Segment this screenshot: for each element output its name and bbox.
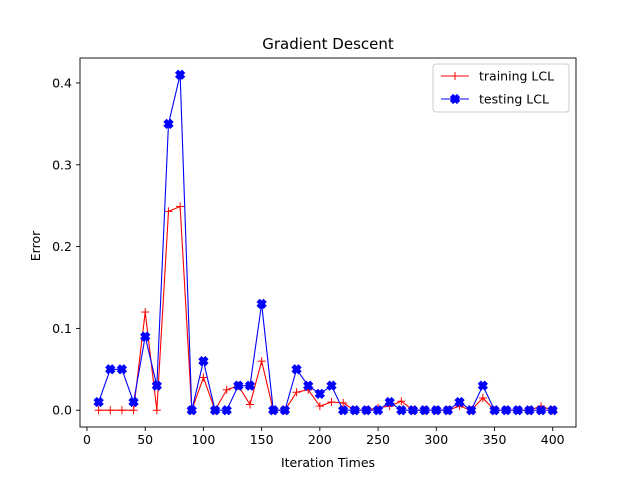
legend-entry: training LCL (441, 69, 554, 84)
data-point-plus (315, 402, 324, 411)
data-point-plus (451, 72, 459, 80)
y-tick-label: 0.1 (52, 321, 72, 336)
y-tick-label: 0.2 (52, 239, 72, 254)
chart-title: Gradient Descent (262, 35, 394, 53)
data-point-x (198, 355, 209, 367)
data-point-x (186, 404, 198, 416)
data-point-x (454, 396, 465, 408)
data-point-x (326, 380, 337, 391)
data-point-plus (222, 385, 231, 394)
axes-frame (79, 57, 577, 428)
data-point-plus (257, 357, 266, 366)
x-axis-label: Iteration Times (281, 455, 375, 470)
data-point-x (268, 404, 279, 416)
data-point-x (449, 93, 461, 105)
legend: training LCL testing LCL (432, 63, 570, 113)
data-point-x (116, 364, 128, 375)
data-point-x (151, 380, 163, 391)
x-tick-label: 200 (308, 432, 332, 447)
legend-label: training LCL (479, 69, 554, 84)
data-point-x (419, 404, 430, 416)
data-point-plus (141, 308, 150, 317)
data-point-x (489, 404, 500, 416)
data-point-x (337, 404, 349, 416)
legend-label: testing LCL (479, 92, 549, 107)
data-point-x (407, 404, 419, 416)
x-tick-label: 300 (424, 432, 448, 447)
plot-area (93, 69, 558, 416)
data-point-plus (339, 398, 348, 407)
data-point-x (128, 396, 139, 408)
data-point-plus (292, 388, 301, 397)
data-point-x (477, 380, 489, 391)
x-tick-label: 100 (191, 432, 215, 447)
x-tick-label: 250 (366, 432, 390, 447)
data-point-x (535, 404, 547, 416)
data-point-x (93, 396, 104, 408)
y-tick-label: 0.0 (52, 403, 72, 418)
data-point-x (233, 380, 244, 391)
data-point-x (396, 404, 407, 416)
data-point-plus (199, 373, 208, 382)
data-point-x (302, 380, 314, 391)
x-tick-label: 0 (83, 432, 91, 447)
data-point-plus (397, 397, 406, 406)
data-point-x (512, 404, 524, 416)
data-point-plus (152, 406, 161, 415)
data-point-x (384, 396, 395, 408)
x-tick-label: 150 (250, 432, 274, 447)
data-point-plus (117, 406, 126, 415)
legend-entry: testing LCL (441, 92, 549, 107)
y-axis-label: Error (28, 230, 43, 261)
data-point-x (361, 404, 372, 416)
data-point-x (442, 404, 454, 416)
data-point-x (372, 404, 384, 416)
y-tick-label: 0.4 (52, 75, 72, 90)
data-point-x (291, 364, 302, 375)
data-point-x (221, 404, 232, 416)
data-point-x (163, 118, 174, 130)
series-line (98, 205, 553, 412)
data-point-x (500, 404, 512, 416)
data-point-plus (94, 406, 103, 415)
y-tick-label: 0.3 (52, 157, 72, 172)
data-point-plus (106, 406, 115, 415)
data-point-x (349, 404, 361, 416)
data-point-x (105, 364, 116, 375)
data-point-x (431, 404, 442, 416)
data-point-x (256, 298, 267, 310)
data-point-plus (164, 207, 173, 216)
data-point-x (174, 69, 186, 81)
data-point-plus (478, 393, 487, 402)
data-point-x (139, 331, 151, 342)
x-tick-label: 350 (483, 432, 507, 447)
data-point-plus (129, 406, 138, 415)
axes: 0 50 100 150 200 250 300 350 400 0.0 0.1 0.2 0.3 0.4 (52, 57, 577, 447)
data-point-x (524, 404, 535, 416)
data-point-plus (176, 202, 185, 211)
data-point-x (547, 404, 558, 416)
data-point-plus (245, 400, 254, 409)
data-point-plus (327, 398, 336, 407)
data-point-x (314, 388, 326, 400)
x-tick-label: 50 (137, 432, 153, 447)
series-line (98, 74, 553, 412)
data-point-x (209, 404, 221, 416)
data-point-x (279, 404, 291, 416)
series-testing (93, 69, 558, 416)
x-tick-label: 400 (541, 432, 565, 447)
data-point-x (244, 380, 256, 391)
data-point-x (465, 404, 477, 416)
